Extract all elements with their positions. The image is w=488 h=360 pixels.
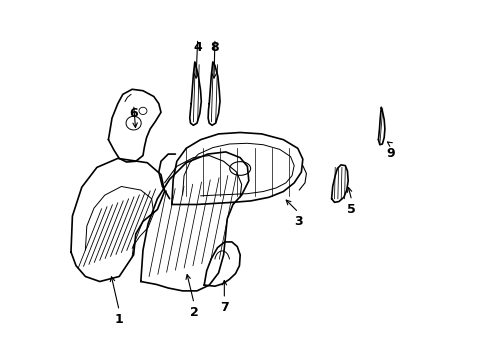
Text: 5: 5	[346, 203, 355, 216]
Text: 2: 2	[189, 306, 198, 319]
Text: 9: 9	[385, 147, 394, 159]
Text: 4: 4	[193, 41, 202, 54]
Text: 7: 7	[220, 301, 228, 314]
Text: 8: 8	[210, 41, 219, 54]
Text: 6: 6	[129, 107, 138, 120]
Text: 1: 1	[115, 313, 123, 326]
Text: 3: 3	[294, 215, 302, 228]
